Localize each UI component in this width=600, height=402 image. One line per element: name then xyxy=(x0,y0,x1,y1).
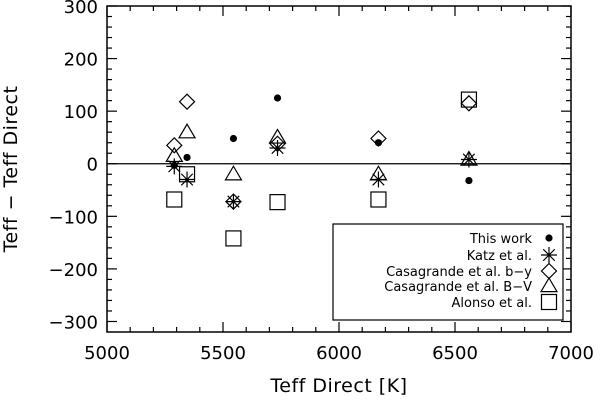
point-square xyxy=(178,166,196,183)
point-filled-circle xyxy=(273,94,282,102)
point-square xyxy=(269,194,286,211)
x-tick-label: 6500 xyxy=(432,343,478,364)
point-triangle xyxy=(268,128,287,144)
legend-marker-square xyxy=(540,293,558,311)
legend-label: This work xyxy=(469,232,533,247)
point-filled-circle xyxy=(465,176,473,185)
x-tick-label: 7000 xyxy=(548,343,594,364)
point-filled-circle xyxy=(183,153,191,162)
point-diamond xyxy=(460,94,478,112)
legend-label: Alonso et al. xyxy=(452,296,533,311)
y-tick-label: 200 xyxy=(64,50,98,71)
x-tick-label: 5500 xyxy=(200,343,246,364)
y-tick-label: 100 xyxy=(64,102,98,123)
point-triangle xyxy=(369,165,388,181)
point-triangle xyxy=(459,150,478,166)
y-tick-label: −200 xyxy=(49,260,98,281)
legend-box xyxy=(332,223,564,321)
point-square xyxy=(460,91,478,108)
legend-marker-triangle xyxy=(539,276,559,293)
axis-ticks xyxy=(106,5,572,332)
point-square xyxy=(370,191,387,208)
point-triangle xyxy=(177,123,197,139)
point-diamond xyxy=(370,130,387,147)
point-asterisk xyxy=(179,171,196,188)
point-diamond xyxy=(225,193,242,210)
axis-tick-labels: 5000 5500 6000 6500 7000 −300 −200 −100 0 100 200 3… xyxy=(49,0,594,364)
legend-marker-asterisk xyxy=(541,247,557,263)
legend-label: Katz et al. xyxy=(467,249,532,264)
point-square xyxy=(166,191,183,208)
legend-label: Casagrande et al. B−V xyxy=(384,280,532,295)
point-diamond xyxy=(269,135,286,153)
y-tick-label: 0 xyxy=(87,155,98,176)
point-triangle xyxy=(165,146,184,163)
point-asterisk xyxy=(166,158,183,175)
point-diamond xyxy=(165,136,183,154)
x-tick-label: 5000 xyxy=(84,343,130,364)
y-tick-label: −100 xyxy=(49,207,98,228)
point-asterisk xyxy=(225,193,242,210)
point-asterisk xyxy=(460,151,477,168)
y-tick-label: −300 xyxy=(49,312,98,333)
legend-label: Casagrande et al. b−y xyxy=(386,265,532,280)
y-axis-label: Teff − Teff Direct xyxy=(0,86,22,254)
legend: This work Katz et al.Casagrande et al. b−… xyxy=(332,223,564,321)
point-filled-circle xyxy=(229,134,238,143)
y-tick-label: 300 xyxy=(64,0,98,18)
point-square xyxy=(225,230,242,247)
x-axis-label: Teff Direct [K] xyxy=(269,375,407,397)
data-markers xyxy=(165,91,478,247)
x-tick-label: 6000 xyxy=(316,343,362,364)
point-asterisk xyxy=(269,139,286,156)
point-diamond xyxy=(178,93,196,111)
point-triangle xyxy=(224,165,243,181)
legend-marker-filled-circle xyxy=(545,234,553,242)
